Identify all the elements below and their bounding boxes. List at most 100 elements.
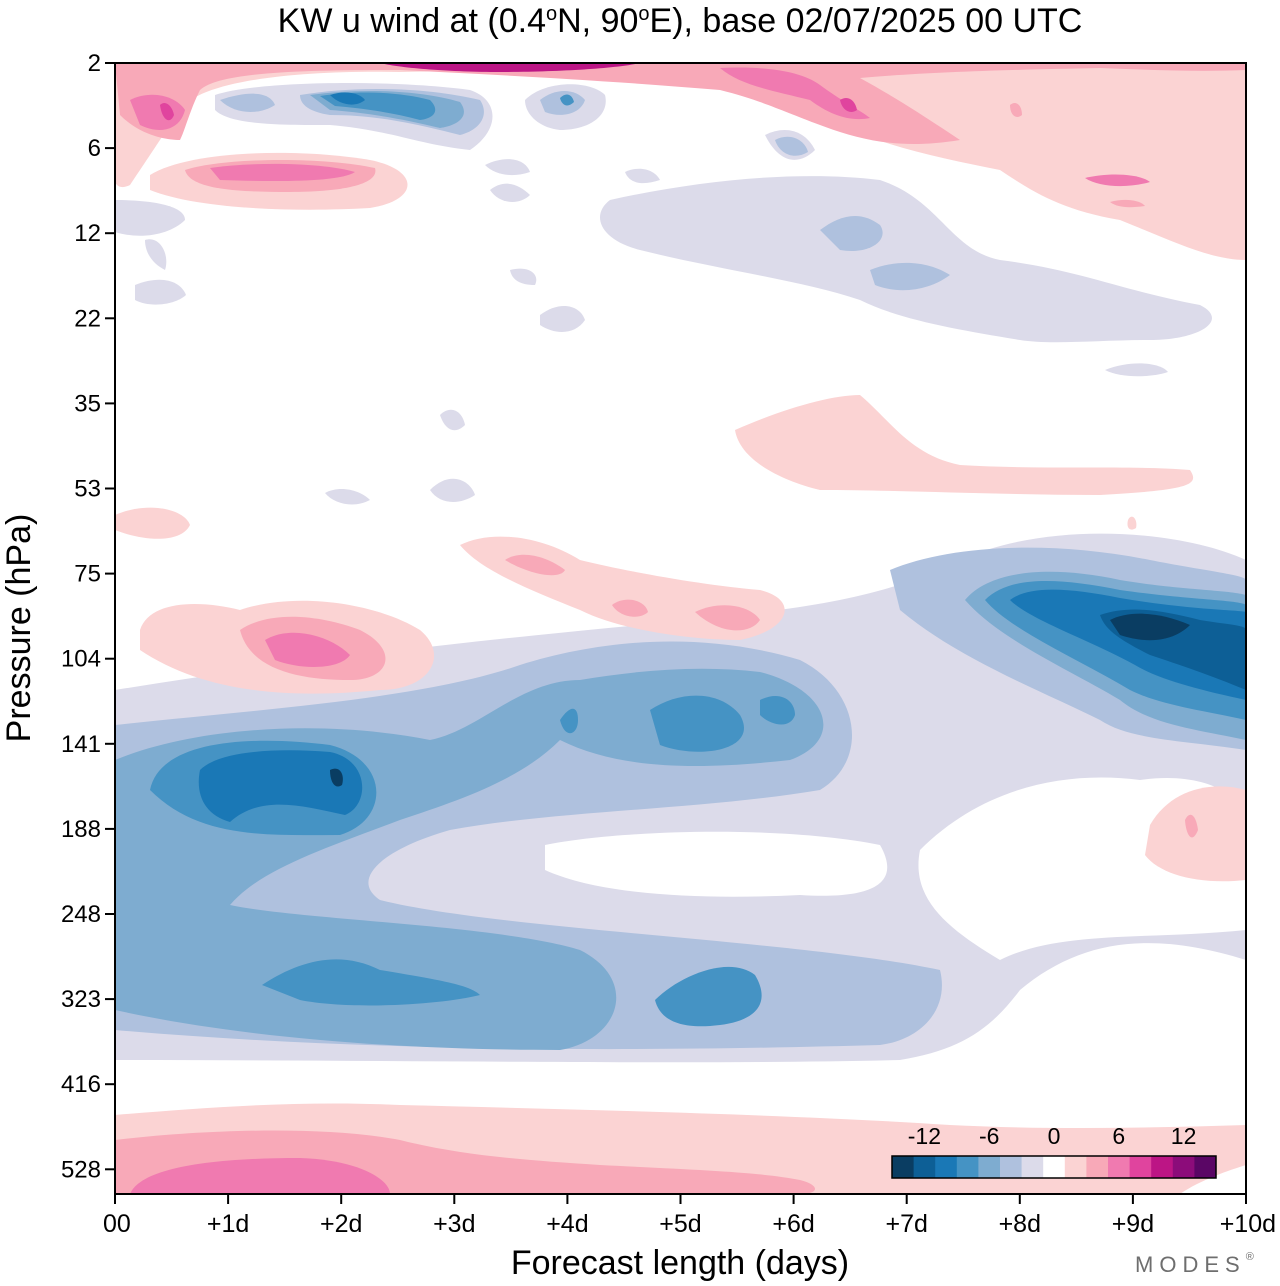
- contour-upper-westerly-9: [1085, 174, 1150, 187]
- colorbar-frame: [891, 1155, 1217, 1179]
- contour-upper-westerly-max3: [840, 98, 857, 112]
- modes-logo: MODES®: [1135, 1251, 1260, 1277]
- colorbar-tick-label: 0: [1048, 1123, 1061, 1149]
- x-tick-label: +2d: [320, 1210, 362, 1238]
- colorbar-swatch: [1172, 1156, 1195, 1178]
- contour-easterly-10: [198, 750, 363, 822]
- contour-upper-easterly-small4: [540, 305, 585, 332]
- contour-westerly-53: [735, 395, 1194, 495]
- contour-upper-easterly-small2: [135, 279, 186, 305]
- contour-upper-easterly-mid13: [775, 136, 808, 156]
- y-tick-label: 188: [61, 816, 101, 843]
- x-tick-label: +6d: [772, 1210, 814, 1238]
- contour-upper-easterly-small6: [430, 478, 475, 502]
- y-tick-label: 248: [61, 901, 101, 928]
- x-tick-label: +4d: [546, 1210, 588, 1238]
- x-tick-label: +5d: [659, 1210, 701, 1238]
- contour-upper-easterly-4day-core: [560, 94, 574, 106]
- contour-westerly-104-core: [265, 632, 350, 667]
- colorbar: -12 -6 0 6 12: [891, 1123, 1217, 1179]
- colorbar-tick-label: 12: [1171, 1123, 1197, 1149]
- colorbar-swatch: [1021, 1156, 1044, 1178]
- colorbar-swatch: [1064, 1156, 1087, 1178]
- y-tick-label: 12: [74, 220, 101, 247]
- y-tick-label: 323: [61, 986, 101, 1013]
- x-tick-label: +1d: [207, 1210, 249, 1238]
- contour-surface-easterly-corner: [1180, 1165, 1246, 1194]
- x-tick-label: +7d: [885, 1210, 927, 1238]
- contour-upper-easterly-small11: [485, 159, 530, 176]
- colorbar-swatch: [1000, 1156, 1023, 1178]
- colorbar-swatch: [1086, 1156, 1109, 1178]
- y-axis-label: Pressure (hPa): [0, 514, 38, 743]
- contour-upper-easterly-mid: [820, 215, 883, 251]
- contour-upper-easterly-small3: [145, 239, 167, 270]
- contour-upper-easterly-small5: [440, 409, 465, 431]
- contour-zero-gap: [545, 831, 888, 897]
- contour-field: [115, 63, 1246, 1194]
- contour-upper-easterly-small9: [490, 183, 530, 202]
- contour-westerly-60: [115, 507, 190, 539]
- colorbar-swatch: [935, 1156, 958, 1178]
- y-tick-label: 416: [61, 1071, 101, 1098]
- y-tick-label: 75: [74, 561, 101, 588]
- contour-westerly-small: [1127, 516, 1137, 530]
- contour-easterly-8b: [650, 695, 744, 752]
- x-axis: 00 +1d +2d +3d +4d +5d +6d +7d +8d +9d +10d: [103, 1194, 1276, 1238]
- y-tick-label: 104: [61, 646, 101, 673]
- x-tick-label: +10d: [1220, 1210, 1276, 1238]
- y-tick-label: 22: [74, 305, 101, 332]
- colorbar-tick-label: 6: [1112, 1123, 1125, 1149]
- contour-upper-westerly-11: [1010, 103, 1022, 117]
- x-tick-label: +9d: [1112, 1210, 1154, 1238]
- contour-westerly-80-mid: [505, 554, 565, 576]
- contour-upper-easterly-small10: [510, 268, 537, 285]
- y-tick-label: 35: [74, 390, 101, 417]
- x-axis-label: Forecast length (days): [511, 1244, 849, 1282]
- contour-easterly-8c: [760, 695, 795, 725]
- chart-title: KW u wind at (0.4oN, 90oE), base 02/07/2…: [278, 2, 1083, 40]
- contour-westerly-188-core: [1185, 814, 1198, 838]
- colorbar-swatch: [913, 1156, 936, 1178]
- y-tick-label: 2: [88, 50, 101, 77]
- colorbar-swatch: [1108, 1156, 1131, 1178]
- contour-upper-westerly-light: [115, 63, 1246, 260]
- contour-upper-easterly-3hpa-mid: [220, 93, 275, 112]
- colorbar-tick-label: -6: [979, 1123, 999, 1149]
- contour-upper-westerly-max: [380, 63, 640, 72]
- y-tick-label: 53: [74, 476, 101, 503]
- contour-upper-westerly-core: [130, 94, 185, 130]
- contour-upper-easterly-light: [600, 176, 1212, 343]
- y-tick-label: 528: [61, 1156, 101, 1183]
- contour-upper-westerly-core2: [720, 67, 870, 120]
- colorbar-tick-label: -12: [908, 1123, 941, 1149]
- y-tick-label: 6: [88, 135, 101, 162]
- contour-upper-westerly-8hpa-core: [210, 163, 355, 182]
- contour-westerly-80-mid3: [695, 605, 760, 631]
- contour-westerly-80-mid2: [612, 599, 648, 617]
- contour-upper-easterly-small7: [325, 489, 370, 505]
- contour-upper-easterly-3hpa-10: [330, 92, 365, 105]
- contour-upper-easterly-small1: [115, 200, 185, 236]
- x-tick-label: +8d: [999, 1210, 1041, 1238]
- colorbar-swatch: [956, 1156, 979, 1178]
- colorbar-swatch: [978, 1156, 1001, 1178]
- y-tick-label: 141: [61, 731, 101, 758]
- colorbar-swatch: [1151, 1156, 1174, 1178]
- contour-easterly-8f: [560, 708, 578, 734]
- contour-upper-easterly-mid2: [870, 262, 950, 291]
- x-tick-label: +3d: [433, 1210, 475, 1238]
- contour-easterly-12: [330, 768, 343, 787]
- colorbar-swatch: [892, 1156, 915, 1178]
- contour-upper-easterly-small12: [625, 168, 660, 184]
- contour-upper-westerly-max2: [160, 103, 174, 121]
- contour-jet-14: [1110, 613, 1190, 641]
- contour-upper-westerly-mid: [115, 63, 1246, 145]
- contour-upper-westerly-10: [1110, 199, 1145, 208]
- contour-easterly-8d: [262, 959, 480, 1006]
- colorbar-swatch: [1129, 1156, 1152, 1178]
- colorbar-swatch: [1043, 1156, 1066, 1178]
- contour-surface-westerly-core: [130, 1158, 390, 1194]
- y-axis: 2 6 12 22 35 53 75 104 141 188 248 323 416 528: [61, 50, 115, 1183]
